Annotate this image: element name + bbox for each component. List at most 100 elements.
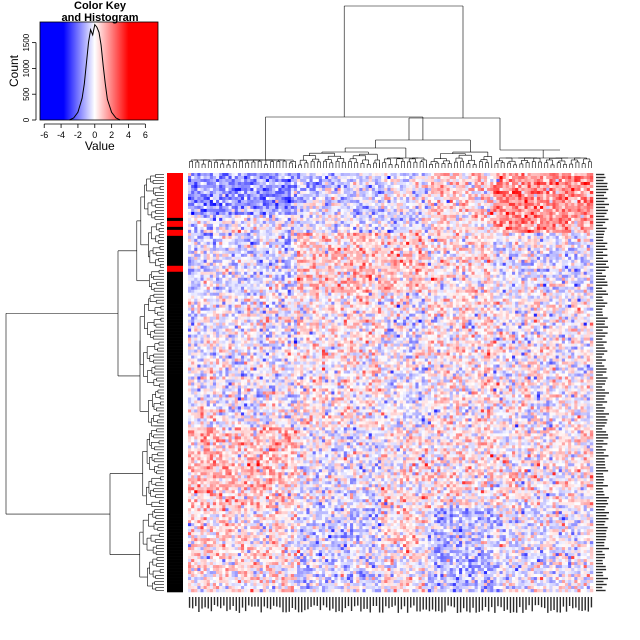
heatmap-cell (368, 178, 373, 183)
heatmap-cell (543, 229, 547, 234)
heatmap-cell (374, 259, 379, 264)
heatmap-cell (318, 199, 323, 204)
heatmap-cell (552, 235, 556, 240)
heatmap-cell (191, 214, 195, 219)
heatmap-cell (474, 175, 478, 180)
heatmap-cell (378, 184, 382, 189)
heatmap-cell (583, 187, 588, 192)
heatmap-cell (278, 196, 282, 201)
heatmap-cell (191, 190, 195, 195)
heatmap-cell (315, 229, 320, 234)
heatmap-cell (244, 181, 248, 186)
heatmap-cell (331, 229, 335, 234)
heatmap-cell (540, 199, 544, 204)
row-side-cell (167, 589, 183, 593)
heatmap-cell (512, 247, 516, 252)
heatmap-cell (580, 220, 584, 225)
heatmap-cell (564, 184, 569, 189)
heatmap-cell (240, 238, 245, 243)
heatmap-cell (412, 202, 416, 207)
heatmap-cell (499, 259, 503, 264)
heatmap-cell (244, 214, 248, 219)
heatmap-cell (188, 244, 192, 249)
heatmap-cell (384, 262, 388, 267)
heatmap-cell (362, 226, 366, 231)
heatmap-cell (427, 187, 432, 192)
heatmap-cell (502, 250, 507, 255)
heatmap-cell (303, 253, 307, 258)
heatmap-cell (561, 190, 566, 195)
heatmap-cell (406, 238, 410, 243)
heatmap-cell (574, 220, 578, 225)
heatmap-cell (412, 217, 416, 222)
heatmap-cell (343, 181, 348, 186)
heatmap-cell (580, 229, 584, 234)
heatmap-cell (462, 238, 466, 243)
heatmap-cell (269, 250, 273, 255)
heatmap-cell (265, 220, 270, 225)
heatmap-cell (371, 226, 376, 231)
heatmap-cell (194, 173, 198, 177)
heatmap-cell (577, 190, 581, 195)
heatmap-cell (293, 178, 298, 183)
heatmap-cell (480, 199, 485, 204)
heatmap-cell (483, 205, 488, 210)
heatmap-cell (259, 229, 264, 234)
heatmap-cell (412, 173, 416, 177)
row-side-cell (167, 514, 183, 518)
heatmap-cell (209, 184, 214, 189)
heatmap-cell (424, 247, 429, 252)
heatmap-cell (546, 229, 550, 234)
heatmap-cell (315, 250, 320, 255)
heatmap-cell (440, 238, 444, 243)
heatmap-cell (561, 226, 566, 231)
heatmap-cell (483, 232, 488, 237)
heatmap-cell (219, 229, 223, 234)
heatmap-cell (402, 214, 407, 219)
heatmap-cell (437, 196, 441, 201)
heatmap-cell (558, 235, 563, 240)
heatmap-cell (197, 226, 201, 231)
heatmap-cell (384, 205, 388, 210)
heatmap-cell (219, 238, 223, 243)
heatmap-cell (524, 256, 528, 261)
heatmap-cell (259, 184, 264, 189)
heatmap-cell (471, 178, 475, 183)
heatmap-cell (191, 181, 195, 186)
heatmap-cell (586, 199, 591, 204)
heatmap-cell (374, 208, 379, 213)
heatmap-cell (194, 259, 198, 264)
heatmap-cell (278, 229, 282, 234)
heatmap-cell (278, 250, 282, 255)
heatmap-cell (558, 214, 563, 219)
heatmap-cell (583, 175, 588, 180)
heatmap-cell (321, 229, 326, 234)
row-side-cell (167, 211, 183, 216)
heatmap-cell (334, 181, 338, 186)
heatmap-cell (583, 253, 588, 258)
heatmap-cell (393, 241, 397, 246)
row-side-cell (167, 580, 183, 584)
heatmap-cell (275, 235, 279, 240)
heatmap-cell (496, 253, 500, 258)
heatmap-cell (222, 199, 226, 204)
heatmap-cell (321, 173, 326, 177)
heatmap-cell (231, 244, 235, 249)
heatmap-cell (337, 229, 341, 234)
heatmap-cell (561, 187, 566, 192)
heatmap-cell (521, 199, 525, 204)
heatmap-cell (265, 244, 270, 249)
heatmap-cell (306, 205, 310, 210)
heatmap-cell (536, 173, 541, 177)
heatmap-cell (418, 220, 422, 225)
heatmap-cell (490, 205, 494, 210)
heatmap-cell (465, 244, 469, 249)
heatmap-cell (203, 220, 207, 225)
heatmap-cell (424, 181, 429, 186)
heatmap-cell (303, 259, 307, 264)
heatmap-cell (589, 214, 594, 219)
heatmap-cell (312, 199, 316, 204)
heatmap-cell (524, 229, 528, 234)
heatmap-cell (281, 217, 285, 222)
row-side-cell (167, 541, 183, 545)
